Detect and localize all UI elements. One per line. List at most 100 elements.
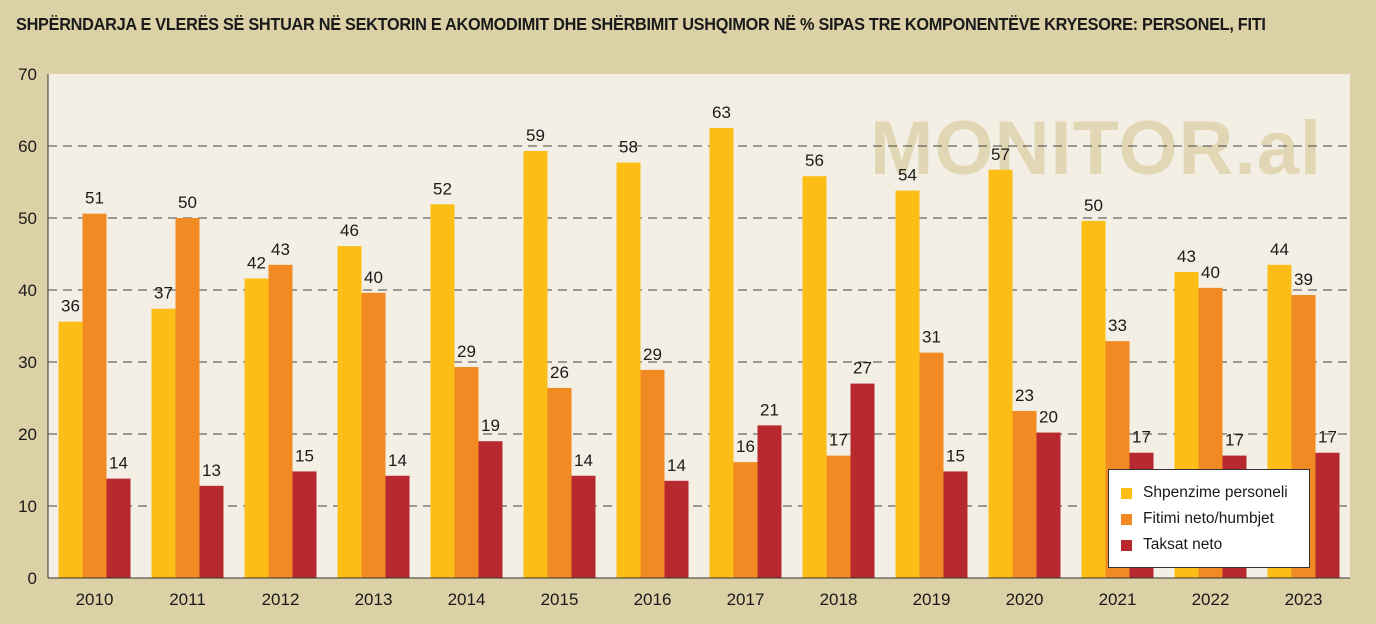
data-label: 27 <box>853 359 872 378</box>
bar <box>199 485 224 578</box>
bar <box>1036 432 1061 578</box>
data-label: 51 <box>85 189 104 208</box>
x-tick-label: 2023 <box>1285 590 1323 609</box>
data-label: 29 <box>457 342 476 361</box>
x-tick-label: 2020 <box>1006 590 1044 609</box>
y-tick-label: 20 <box>18 425 37 444</box>
bar <box>478 441 503 578</box>
bar <box>1315 452 1340 578</box>
watermark-text: MONITOR.al <box>870 106 1322 191</box>
x-tick-label: 2012 <box>262 590 300 609</box>
data-label: 17 <box>1318 428 1337 447</box>
bar <box>571 475 596 578</box>
y-tick-label: 0 <box>28 569 37 588</box>
bar <box>826 455 851 578</box>
data-label: 15 <box>295 446 314 465</box>
data-label: 40 <box>364 268 383 287</box>
data-label: 42 <box>247 253 266 272</box>
x-axis: 2010 2011 2012 2013 2014 2015 2016 2017 2018 2019… <box>48 577 1350 609</box>
x-tick-label: 2018 <box>820 590 858 609</box>
x-tick-label: 2015 <box>541 590 579 609</box>
y-tick-label: 30 <box>18 353 37 372</box>
y-tick-label: 50 <box>18 209 37 228</box>
bar <box>1081 220 1106 578</box>
data-label: 58 <box>619 138 638 157</box>
data-label: 46 <box>340 221 359 240</box>
data-label: 19 <box>481 416 500 435</box>
chart-title: SHPËRNDARJA E VLERËS SË SHTUAR NË SEKTOR… <box>16 14 1266 34</box>
data-label: 31 <box>922 328 941 347</box>
bar <box>175 218 200 578</box>
data-label: 36 <box>61 297 80 316</box>
bar <box>1012 410 1037 578</box>
x-tick-label: 2021 <box>1099 590 1137 609</box>
data-label: 50 <box>178 193 197 212</box>
bar <box>802 176 827 579</box>
y-tick-label: 70 <box>18 65 37 84</box>
data-label: 39 <box>1294 270 1313 289</box>
y-axis: 0 10 20 30 40 50 60 70 <box>18 65 49 588</box>
y-tick-label: 60 <box>18 137 37 156</box>
data-label: 50 <box>1084 196 1103 215</box>
data-label: 17 <box>829 431 848 450</box>
bar <box>430 204 455 578</box>
x-tick-label: 2014 <box>448 590 486 609</box>
legend-label: Taksat neto <box>1143 536 1223 553</box>
data-label: 13 <box>202 461 221 480</box>
data-label: 33 <box>1108 316 1127 335</box>
bar <box>709 128 734 578</box>
y-tick-label: 40 <box>18 281 37 300</box>
legend-swatch <box>1121 513 1132 525</box>
bar <box>895 190 920 578</box>
bar <box>988 169 1013 578</box>
bar <box>82 213 107 578</box>
x-tick-label: 2022 <box>1192 590 1230 609</box>
data-label: 15 <box>946 446 965 465</box>
bar <box>244 278 269 578</box>
x-tick-label: 2013 <box>355 590 393 609</box>
legend: Shpenzime personeli Fitimi neto/humbjet Ta… <box>1108 469 1310 568</box>
data-label: 54 <box>898 166 917 185</box>
bar <box>850 383 875 578</box>
legend-item: Shpenzime personeli <box>1121 480 1309 506</box>
data-label: 29 <box>643 345 662 364</box>
bar <box>292 471 317 578</box>
bar <box>151 308 176 578</box>
legend-label: Fitimi neto/humbjet <box>1143 510 1274 527</box>
legend-swatch <box>1121 539 1132 551</box>
data-label: 43 <box>1177 247 1196 266</box>
legend-swatch <box>1121 487 1132 499</box>
data-label: 14 <box>109 454 128 473</box>
data-label: 52 <box>433 179 452 198</box>
data-label: 20 <box>1039 408 1058 427</box>
bar <box>640 369 665 578</box>
bar <box>385 475 410 578</box>
bar <box>547 387 572 578</box>
bar <box>757 425 782 578</box>
bar <box>523 151 548 579</box>
data-label: 14 <box>667 456 686 475</box>
x-tick-label: 2017 <box>727 590 765 609</box>
bar <box>919 352 944 578</box>
data-label: 26 <box>550 363 569 382</box>
bar <box>616 162 641 578</box>
bar <box>268 264 293 578</box>
x-tick-label: 2011 <box>169 590 206 609</box>
x-tick-label: 2010 <box>76 590 114 609</box>
bar <box>337 246 362 578</box>
y-tick-label: 10 <box>18 497 37 516</box>
data-label: 16 <box>736 437 755 456</box>
bar <box>106 478 131 578</box>
bar <box>733 462 758 578</box>
data-label: 56 <box>805 151 824 170</box>
data-label: 43 <box>271 240 290 259</box>
data-label: 23 <box>1015 386 1034 405</box>
bar <box>664 480 689 578</box>
x-tick-label: 2016 <box>634 590 672 609</box>
data-label: 59 <box>526 126 545 145</box>
data-label: 40 <box>1201 263 1220 282</box>
legend-label: Shpenzime personeli <box>1143 484 1288 501</box>
data-labels: 36 51 14 37 50 13 42 43 15 46 40 14 52 29 19 59 26 14 58 29… <box>61 103 1337 480</box>
data-label: 44 <box>1270 240 1289 259</box>
